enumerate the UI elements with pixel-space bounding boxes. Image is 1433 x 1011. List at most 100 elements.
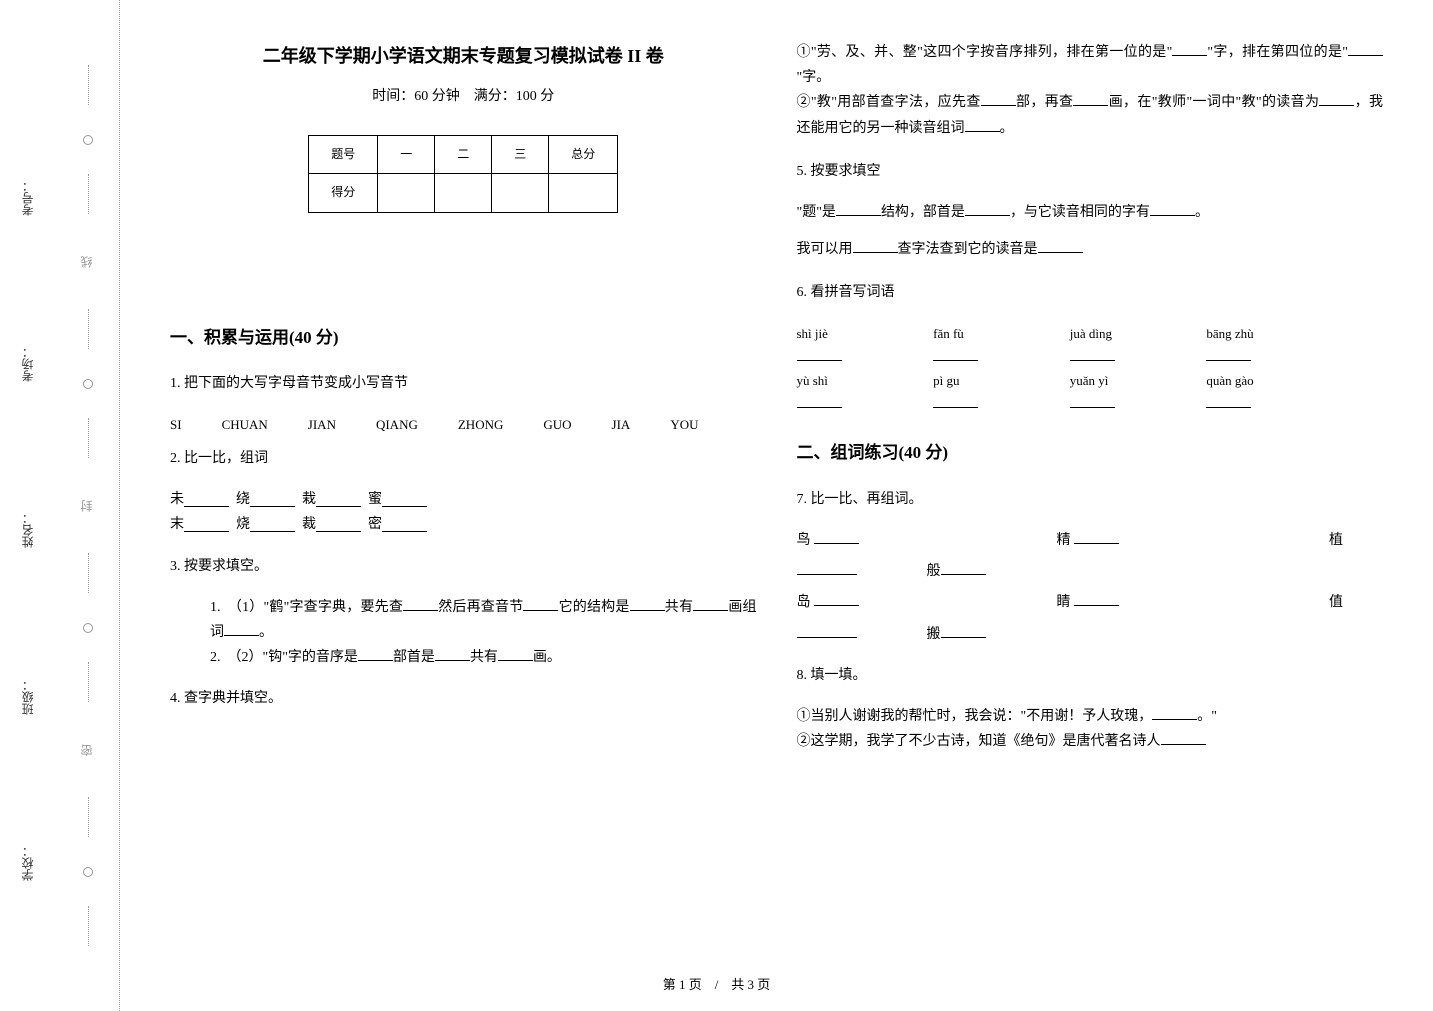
blank[interactable] bbox=[523, 597, 558, 611]
blank[interactable] bbox=[1161, 731, 1206, 745]
q3-text: 按要求填空。 bbox=[184, 559, 268, 574]
q2-char: 蜜 bbox=[368, 487, 382, 512]
blank[interactable] bbox=[250, 493, 295, 507]
blank[interactable] bbox=[814, 530, 859, 544]
blank[interactable] bbox=[1070, 345, 1115, 361]
blank[interactable] bbox=[814, 592, 859, 606]
score-cell[interactable] bbox=[435, 174, 492, 213]
score-cell[interactable] bbox=[378, 174, 435, 213]
spine-circle bbox=[83, 867, 93, 877]
blank[interactable] bbox=[1074, 592, 1119, 606]
score-cell: 二 bbox=[435, 135, 492, 174]
blank[interactable] bbox=[941, 561, 986, 575]
blank[interactable] bbox=[184, 518, 229, 532]
blank[interactable] bbox=[797, 392, 842, 408]
blank[interactable] bbox=[1152, 706, 1197, 720]
blank[interactable] bbox=[933, 392, 978, 408]
blank[interactable] bbox=[1150, 202, 1195, 216]
q3-sub1-b: 然后再查音节 bbox=[438, 600, 523, 615]
score-cell[interactable] bbox=[492, 174, 549, 213]
blank[interactable] bbox=[1319, 92, 1354, 106]
spine-dotted bbox=[88, 65, 89, 105]
score-cell: 题号 bbox=[309, 135, 378, 174]
pinyin: pì gu bbox=[933, 373, 959, 388]
blank[interactable] bbox=[435, 647, 470, 661]
score-table-header-row: 题号 一 二 三 总分 bbox=[309, 135, 618, 174]
blank[interactable] bbox=[797, 345, 842, 361]
blank[interactable] bbox=[981, 92, 1016, 106]
blank[interactable] bbox=[1206, 392, 1251, 408]
blank[interactable] bbox=[382, 518, 427, 532]
q2-char: 密 bbox=[368, 512, 382, 537]
blank[interactable] bbox=[184, 493, 229, 507]
blank[interactable] bbox=[933, 345, 978, 361]
q1-num: 1. bbox=[170, 376, 181, 391]
q7-row: 岛 睛 值 bbox=[797, 590, 1384, 615]
blank[interactable] bbox=[630, 597, 665, 611]
q3-sub2-d: 画。 bbox=[533, 650, 561, 665]
blank[interactable] bbox=[316, 493, 361, 507]
blank[interactable] bbox=[382, 493, 427, 507]
pinyin: yù shì bbox=[797, 373, 828, 388]
blank[interactable] bbox=[1038, 239, 1083, 253]
spine-dotted bbox=[88, 797, 89, 837]
blank[interactable] bbox=[965, 202, 1010, 216]
spine-circle bbox=[83, 623, 93, 633]
blank[interactable] bbox=[965, 118, 1000, 132]
q3-sub1-d: 共有 bbox=[665, 600, 694, 615]
blank[interactable] bbox=[693, 597, 728, 611]
q8-num: 8. bbox=[797, 668, 808, 683]
q1-item: SI bbox=[170, 413, 182, 436]
spine-dotted bbox=[88, 418, 89, 458]
q1-item: YOU bbox=[670, 413, 698, 436]
blank[interactable] bbox=[1206, 345, 1251, 361]
q2-row1: 未 绕 栽 蜜 bbox=[170, 487, 757, 512]
q7-row: 搬 bbox=[797, 622, 1384, 647]
blank[interactable] bbox=[1074, 530, 1119, 544]
blank[interactable] bbox=[797, 561, 857, 575]
blank[interactable] bbox=[498, 647, 533, 661]
spine-circle bbox=[83, 135, 93, 145]
blank[interactable] bbox=[853, 239, 898, 253]
q3-sub2-b: 部首是 bbox=[393, 650, 435, 665]
spine-dotted bbox=[88, 662, 89, 702]
blank[interactable] bbox=[224, 622, 259, 636]
blank[interactable] bbox=[1348, 42, 1383, 56]
q6-row2: yù shì pì gu yuǎn yì quàn gào bbox=[797, 369, 1384, 408]
blank[interactable] bbox=[358, 647, 393, 661]
q2-char: 绕 bbox=[236, 487, 250, 512]
question-2: 2. 比一比，组词 bbox=[170, 446, 757, 471]
q1-item: CHUAN bbox=[222, 413, 268, 436]
page-footer: 第 1 页 / 共 3 页 bbox=[0, 973, 1433, 996]
blank[interactable] bbox=[316, 518, 361, 532]
q4-num: 4. bbox=[170, 691, 181, 706]
page-title: 二年级下学期小学语文期末专题复习模拟试卷 II 卷 bbox=[170, 40, 757, 72]
q7-row: 鸟 精 植 bbox=[797, 528, 1384, 553]
blank[interactable] bbox=[797, 624, 857, 638]
q1-item: ZHONG bbox=[458, 413, 504, 436]
q3-sub1: 1. （1）"鹤"字查字典，要先查然后再查音节它的结构是共有画组词。 bbox=[170, 595, 757, 645]
q4-line2: ②"教"用部首查字法，应先查部，再查画，在"教师"一词中"教"的读音为，我还能用… bbox=[797, 90, 1384, 140]
q2-num: 2. bbox=[170, 451, 181, 466]
section-2-title: 二、组词练习(40 分) bbox=[797, 438, 1384, 469]
blank[interactable] bbox=[1172, 42, 1207, 56]
blank[interactable] bbox=[1070, 392, 1115, 408]
q7-char: 般 bbox=[927, 564, 941, 579]
left-column: 二年级下学期小学语文期末专题复习模拟试卷 II 卷 时间：60 分钟 满分：10… bbox=[150, 40, 777, 991]
blank[interactable] bbox=[836, 202, 881, 216]
q2-char: 烧 bbox=[236, 512, 250, 537]
score-cell[interactable] bbox=[549, 174, 618, 213]
pinyin: shì jiè bbox=[797, 326, 828, 341]
q7-char: 岛 bbox=[797, 595, 811, 610]
spine-mark-3: 密 bbox=[77, 744, 99, 756]
q7-text: 比一比、再组词。 bbox=[811, 492, 923, 507]
right-column: ①"劳、及、并、整"这四个字按音序排列，排在第一位的是""字，排在第四位的是""… bbox=[777, 40, 1404, 991]
score-table: 题号 一 二 三 总分 得分 bbox=[308, 135, 618, 213]
blank[interactable] bbox=[1073, 92, 1108, 106]
q3-num: 3. bbox=[170, 559, 181, 574]
blank[interactable] bbox=[250, 518, 295, 532]
blank[interactable] bbox=[941, 624, 986, 638]
spine-label-name: 姓名： bbox=[18, 512, 40, 548]
blank[interactable] bbox=[403, 597, 438, 611]
score-cell: 得分 bbox=[309, 174, 378, 213]
